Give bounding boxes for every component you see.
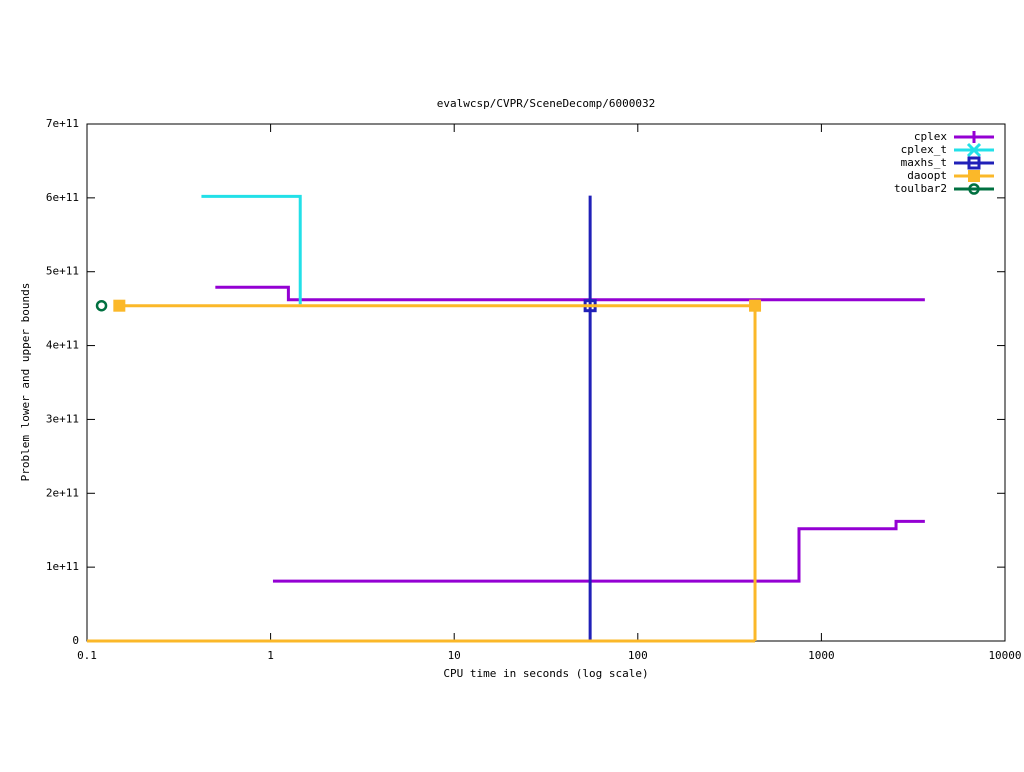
y-tick-label: 1e+11 — [46, 560, 79, 573]
y-tick-label: 2e+11 — [46, 486, 79, 499]
marker — [968, 131, 980, 143]
legend-label: toulbar2 — [894, 182, 947, 195]
y-tick-label: 3e+11 — [46, 412, 79, 425]
marker — [966, 142, 982, 158]
legend-label: cplex_t — [901, 143, 947, 156]
x-tick-label: 10 — [448, 649, 461, 662]
legend-label: cplex — [914, 130, 947, 143]
marker — [968, 183, 980, 195]
x-tick-label: 0.1 — [77, 649, 97, 662]
x-axis-label: CPU time in seconds (log scale) — [443, 667, 648, 680]
legend-label: maxhs_t — [901, 156, 947, 169]
x-tick-label: 1 — [267, 649, 274, 662]
y-tick-label: 0 — [72, 634, 79, 647]
y-tick-label: 7e+11 — [46, 117, 79, 130]
series-line — [201, 194, 302, 305]
marker — [968, 170, 980, 182]
legend-label: daoopt — [907, 169, 947, 182]
series-line — [215, 285, 925, 583]
marker — [95, 299, 108, 312]
x-tick-label: 10000 — [988, 649, 1021, 662]
marker — [749, 299, 762, 312]
y-axis-label: Problem lower and upper bounds — [19, 283, 32, 482]
x-tick-label: 100 — [628, 649, 648, 662]
marker — [967, 156, 981, 170]
marker — [113, 299, 126, 312]
y-tick-label: 5e+11 — [46, 265, 79, 278]
y-tick-label: 6e+11 — [46, 191, 79, 204]
chart-title: evalwcsp/CVPR/SceneDecomp/6000032 — [437, 97, 656, 110]
x-tick-label: 1000 — [808, 649, 835, 662]
y-tick-label: 4e+11 — [46, 339, 79, 352]
